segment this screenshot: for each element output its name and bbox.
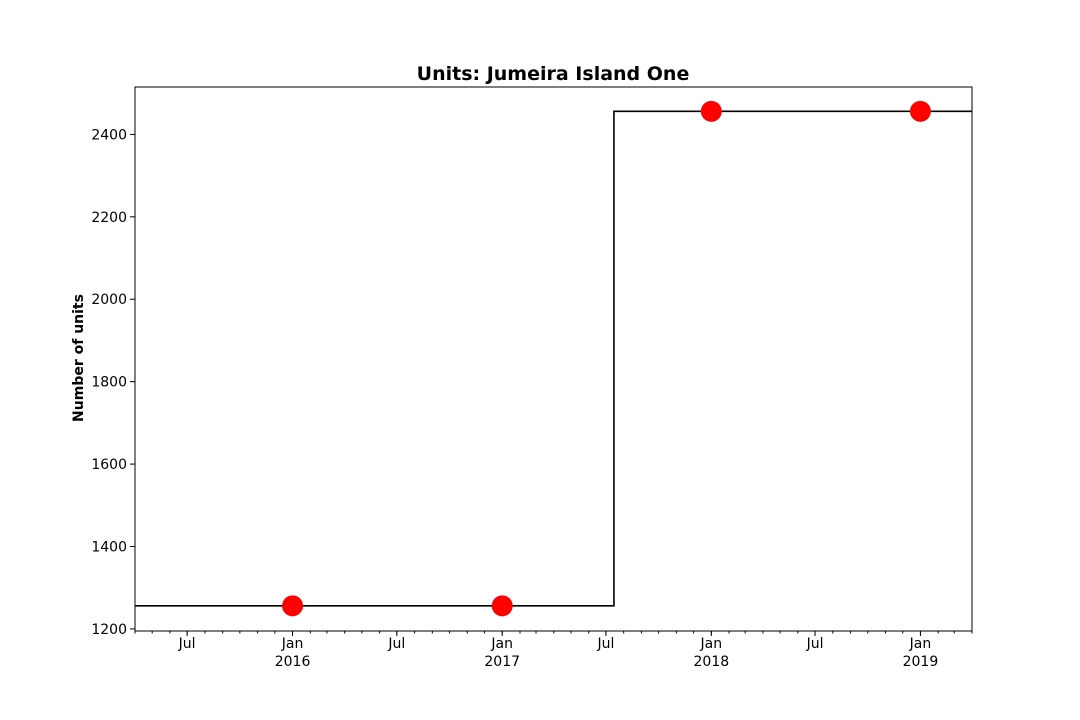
x-tick-year-label: 2016	[275, 654, 311, 670]
x-tick-year-label: 2017	[484, 654, 520, 670]
plot-area: Jul Jan 2016 Jul Jan 2017 Jul Jan 2018 Jul Jan 2019…	[91, 100, 973, 670]
y-tick-label: 1200	[91, 622, 127, 638]
y-tick-label: 1800	[91, 375, 127, 391]
x-tick-label: Jul	[178, 636, 196, 652]
x-tick-label: Jan	[700, 636, 723, 652]
chart-title: Units: Jumeira Island One	[417, 63, 690, 85]
data-point	[700, 100, 722, 122]
y-tick-label: 1400	[91, 540, 127, 556]
y-tick-label: 2200	[91, 210, 127, 226]
step-line	[135, 110, 972, 607]
y-tick-label: 2400	[91, 127, 127, 143]
plot-frame	[134, 86, 973, 632]
x-tick-year-label: 2018	[694, 654, 730, 670]
x-tick-label: Jan	[490, 636, 513, 652]
x-tick-label: Jul	[596, 636, 614, 652]
data-point	[491, 595, 513, 617]
x-tick-label: Jan	[281, 636, 304, 652]
x-tick-label: Jul	[387, 636, 405, 652]
y-tick-label: 2000	[91, 292, 127, 308]
y-axis-label: Number of units	[71, 294, 87, 422]
x-tick-label: Jan	[909, 636, 932, 652]
x-tick-label: Jul	[806, 636, 824, 652]
data-point	[909, 100, 931, 122]
data-point	[282, 595, 304, 617]
x-tick-year-label: 2019	[903, 654, 939, 670]
y-tick-label: 1600	[91, 457, 127, 473]
